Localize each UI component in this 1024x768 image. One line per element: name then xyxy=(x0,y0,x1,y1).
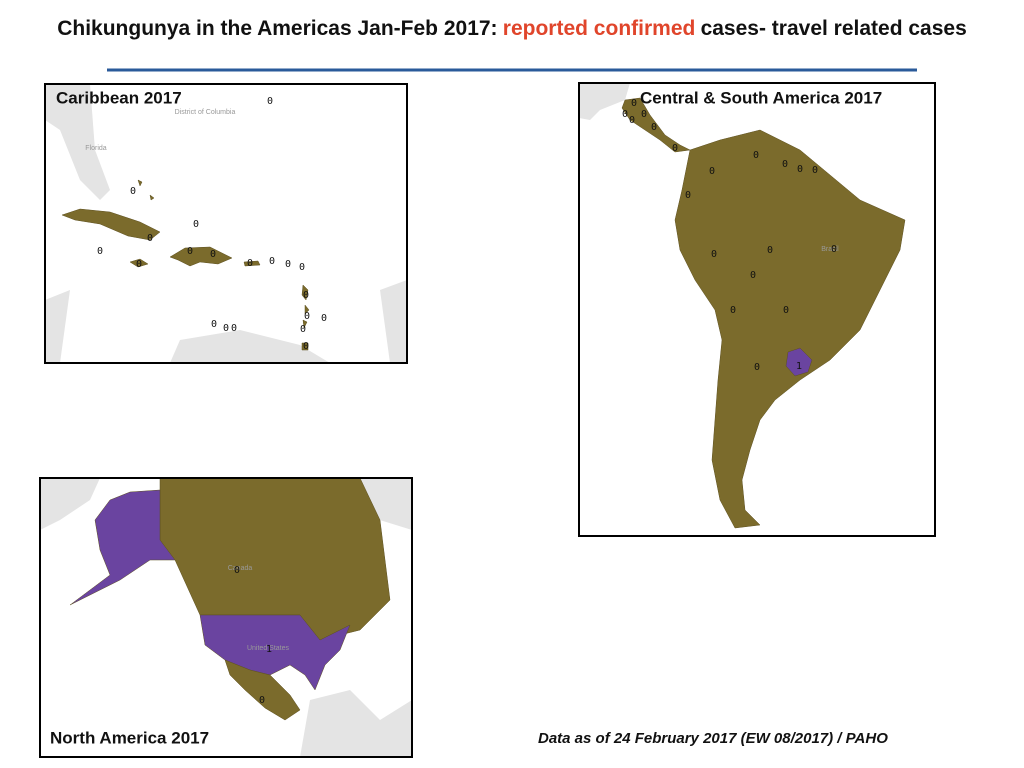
region xyxy=(243,260,261,267)
region xyxy=(169,246,233,267)
region xyxy=(137,179,155,201)
case-count: 0 xyxy=(303,290,309,301)
case-count: 0 xyxy=(831,244,837,255)
case-count: 0 xyxy=(300,324,306,335)
case-count: 0 xyxy=(147,233,153,244)
panel-frame xyxy=(578,82,936,537)
case-count: 0 xyxy=(259,695,265,706)
caribbean-map: District of Columbia Florida xyxy=(45,84,407,363)
case-count: 0 xyxy=(711,249,717,260)
case-count: 0 xyxy=(754,362,760,373)
case-count: 0 xyxy=(187,246,193,257)
central-south-map: Brazil xyxy=(579,83,906,529)
case-count: 0 xyxy=(304,311,310,322)
case-count: 0 xyxy=(812,165,818,176)
place-label: District of Columbia xyxy=(175,109,236,116)
panel-title: Central & South America 2017 xyxy=(640,88,882,107)
case-count: 0 xyxy=(136,259,142,270)
region xyxy=(224,659,301,721)
region xyxy=(61,208,161,241)
place-label: Brazil xyxy=(821,246,839,253)
case-count: 0 xyxy=(231,323,237,334)
case-count: 0 xyxy=(622,109,628,120)
region xyxy=(69,489,176,606)
case-count: 0 xyxy=(97,246,103,257)
title-lead: Chikungunya in the Americas Jan-Feb 2017… xyxy=(57,17,498,40)
panel-title: North America 2017 xyxy=(50,728,209,747)
case-count: 0 xyxy=(269,256,275,267)
case-count: 0 xyxy=(730,305,736,316)
case-count: 0 xyxy=(783,305,789,316)
case-count: 0 xyxy=(299,262,305,273)
region xyxy=(785,347,813,377)
case-count: 0 xyxy=(321,313,327,324)
case-count: 0 xyxy=(130,186,136,197)
region xyxy=(129,258,149,268)
case-count: 0 xyxy=(631,98,637,109)
panel-frame xyxy=(44,83,408,364)
panel-frame xyxy=(39,477,413,758)
title-tail: cases- travel related cases xyxy=(700,17,967,40)
case-count: 0 xyxy=(234,565,240,576)
case-count: 0 xyxy=(211,319,217,330)
panel-title: Caribbean 2017 xyxy=(56,88,182,107)
region xyxy=(301,342,309,351)
title-highlight: reported confirmed xyxy=(502,17,696,40)
case-count: 0 xyxy=(709,166,715,177)
case-count: 0 xyxy=(247,258,253,269)
case-count: 0 xyxy=(210,249,216,260)
case-count: 0 xyxy=(750,270,756,281)
region xyxy=(301,284,310,329)
case-count: 0 xyxy=(767,245,773,256)
place-label: Florida xyxy=(85,145,107,152)
case-count: 0 xyxy=(797,164,803,175)
case-count: 0 xyxy=(303,341,309,352)
case-count: 0 xyxy=(193,219,199,230)
case-count: 0 xyxy=(267,96,273,107)
region xyxy=(621,97,691,153)
case-count: 0 xyxy=(753,150,759,161)
place-label: United States xyxy=(247,645,290,652)
slide-title: Chikungunya in the Americas Jan-Feb 2017… xyxy=(20,14,1004,43)
case-count: 0 xyxy=(672,143,678,154)
case-count: 0 xyxy=(651,122,657,133)
case-count: 0 xyxy=(641,109,647,120)
case-count: 1 xyxy=(266,644,272,655)
region xyxy=(674,129,906,529)
north-america-map: Canada United States xyxy=(40,478,412,757)
case-count: 0 xyxy=(782,159,788,170)
case-count: 0 xyxy=(285,259,291,270)
footer-note: Data as of 24 February 2017 (EW 08/2017)… xyxy=(538,730,888,747)
case-count: 0 xyxy=(629,115,635,126)
case-count: 0 xyxy=(685,190,691,201)
place-label: Canada xyxy=(228,565,253,572)
case-count: 1 xyxy=(796,361,802,372)
case-count: 0 xyxy=(223,323,229,334)
